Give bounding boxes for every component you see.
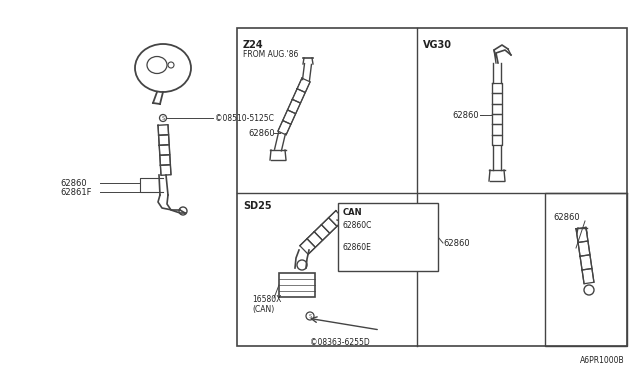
Text: 62861F: 62861F — [60, 187, 92, 196]
Text: VG30: VG30 — [423, 40, 452, 50]
Text: CAN: CAN — [343, 208, 363, 217]
Text: (CAN): (CAN) — [252, 305, 275, 314]
Bar — [545, 193, 627, 346]
Text: 16580X: 16580X — [252, 295, 282, 304]
Text: S: S — [308, 314, 312, 318]
Bar — [237, 28, 627, 346]
Text: Z24: Z24 — [243, 40, 264, 50]
Text: A6PR1000B: A6PR1000B — [580, 356, 625, 365]
Text: S: S — [161, 115, 164, 121]
Text: 62860: 62860 — [443, 238, 470, 247]
Text: SD25: SD25 — [243, 201, 271, 211]
Bar — [338, 203, 438, 271]
Text: 62860: 62860 — [60, 179, 86, 187]
Text: 62860: 62860 — [452, 110, 479, 119]
Text: 62860C: 62860C — [343, 221, 372, 230]
Bar — [279, 273, 315, 297]
Text: 62860E: 62860E — [343, 243, 372, 252]
Text: 62860: 62860 — [553, 213, 580, 222]
Text: ©08510-5125C: ©08510-5125C — [215, 113, 274, 122]
Text: FROM AUG.'86: FROM AUG.'86 — [243, 50, 298, 59]
Text: 62860: 62860 — [248, 128, 275, 138]
Text: ©08363-6255D: ©08363-6255D — [310, 338, 370, 347]
